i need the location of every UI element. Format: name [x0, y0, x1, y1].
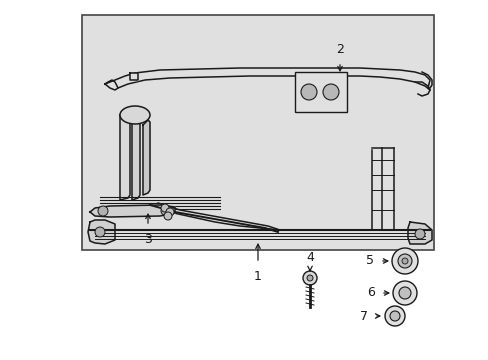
Polygon shape	[90, 205, 175, 217]
Circle shape	[165, 208, 174, 216]
Ellipse shape	[120, 106, 150, 124]
Polygon shape	[407, 222, 431, 244]
Circle shape	[389, 311, 399, 321]
Text: 5: 5	[365, 255, 373, 267]
Circle shape	[95, 227, 105, 237]
Circle shape	[398, 287, 410, 299]
Circle shape	[401, 258, 407, 264]
Circle shape	[384, 306, 404, 326]
Polygon shape	[132, 115, 140, 200]
Circle shape	[391, 248, 417, 274]
Polygon shape	[130, 73, 138, 80]
Circle shape	[323, 84, 338, 100]
Text: 7: 7	[359, 310, 367, 323]
Circle shape	[301, 84, 316, 100]
Circle shape	[161, 204, 169, 212]
Circle shape	[98, 206, 108, 216]
Polygon shape	[105, 80, 118, 90]
Circle shape	[414, 229, 424, 239]
Circle shape	[163, 212, 172, 220]
Bar	[294, 72, 346, 112]
Circle shape	[397, 254, 411, 268]
Circle shape	[161, 207, 169, 215]
Text: 2: 2	[335, 43, 343, 56]
Circle shape	[303, 271, 316, 285]
Polygon shape	[88, 220, 115, 244]
Text: 6: 6	[366, 287, 374, 300]
Bar	[82, 15, 433, 250]
Text: 1: 1	[254, 270, 262, 283]
Text: 3: 3	[144, 233, 152, 246]
Polygon shape	[120, 110, 130, 200]
Text: 4: 4	[305, 251, 313, 264]
Polygon shape	[142, 120, 150, 195]
Circle shape	[392, 281, 416, 305]
Circle shape	[306, 275, 312, 281]
